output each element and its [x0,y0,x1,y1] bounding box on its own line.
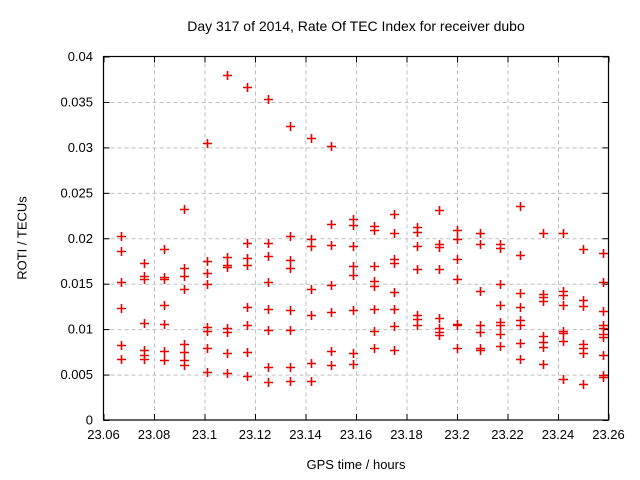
x-tick-label: 23.18 [390,427,423,442]
x-tick-label: 23.2 [444,427,469,442]
x-tick-label: 23.08 [138,427,171,442]
y-tick-label: 0.015 [60,276,93,291]
y-tick-labels: 0 0.005 0.01 0.015 0.02 0.025 0.03 0.035 0.04 [60,49,93,428]
chart-title: Day 317 of 2014, Rate Of TEC Index for r… [187,18,525,34]
x-tick-label: 23.12 [239,427,272,442]
plot-frame [102,55,610,421]
x-tick-label: 23.16 [340,427,373,442]
x-tick-label: 23.22 [491,427,524,442]
y-tick-label: 0.03 [68,140,93,155]
x-tick-label: 23.26 [592,427,625,442]
x-tick-label: 23.06 [87,427,120,442]
y-tick-label: 0.025 [60,185,93,200]
y-tick-label: 0.01 [68,322,93,337]
data-points [117,71,608,389]
grid-lines [103,56,609,420]
x-axis-label: GPS time / hours [306,457,406,472]
x-tick-label: 23.1 [192,427,217,442]
y-tick-label: 0 [86,413,93,428]
x-tick-label: 23.24 [542,427,575,442]
y-tick-label: 0.02 [68,231,93,246]
y-tick-label: 0.035 [60,94,93,109]
y-tick-label: 0.005 [60,367,93,382]
y-tick-label: 0.04 [68,49,93,64]
x-tick-labels: 23.06 23.08 23.1 23.12 23.14 23.16 23.18 23.2 23… [87,427,625,442]
x-tick-label: 23.14 [289,427,322,442]
